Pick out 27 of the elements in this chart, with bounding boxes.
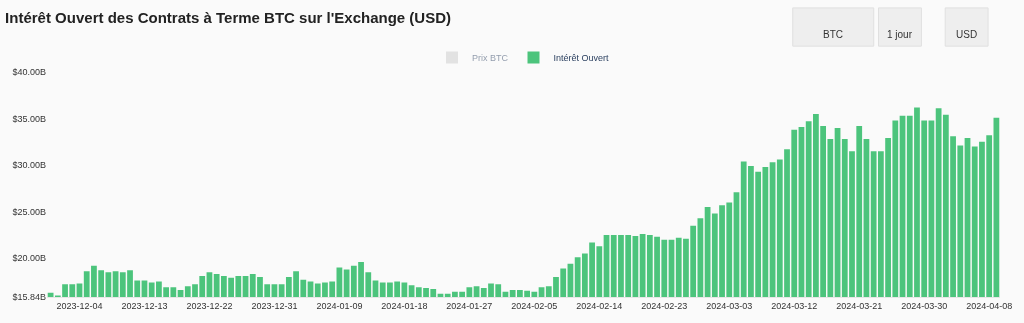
- x-tick-label: 2024-03-21: [836, 300, 883, 311]
- x-tick-label: 2024-03-30: [901, 300, 948, 311]
- y-tick-label: $25.00B: [12, 206, 46, 217]
- x-tick-label: 2023-12-13: [121, 300, 168, 311]
- chart-title: Intérêt Ouvert des Contrats à Terme BTC sur l'Exchange (USD): [5, 9, 452, 27]
- legend-label: Prix BTC: [472, 53, 509, 64]
- x-tick-label: 2024-02-05: [511, 300, 558, 311]
- y-tick-label: $30.00B: [12, 160, 46, 171]
- x-tick-label: 2024-01-27: [446, 300, 493, 311]
- text: 1 jour: [887, 29, 913, 40]
- x-tick-label: 2023-12-04: [56, 300, 103, 311]
- text: USD: [956, 29, 978, 40]
- y-tick-label: $35.00B: [12, 113, 46, 124]
- x-tick-label: 2024-03-03: [706, 300, 753, 311]
- x-tick-label: 2023-12-22: [186, 300, 233, 311]
- x-tick-label: 2024-02-14: [576, 300, 623, 311]
- y-tick-label: $40.00B: [12, 67, 46, 78]
- y-tick-label: $20.00B: [12, 253, 46, 264]
- x-tick-label: 2024-04-08: [966, 300, 1013, 311]
- legend-label: Intérêt Ouvert: [553, 53, 610, 64]
- text: BTC: [823, 29, 843, 40]
- x-tick-label: 2024-03-12: [771, 300, 818, 311]
- x-tick-label: 2024-02-23: [641, 300, 688, 311]
- y-tick-label: $15.84B: [12, 292, 46, 303]
- x-tick-label: 2024-01-18: [381, 300, 428, 311]
- x-tick-label: 2024-01-09: [316, 300, 363, 311]
- x-tick-label: 2023-12-31: [251, 300, 298, 311]
